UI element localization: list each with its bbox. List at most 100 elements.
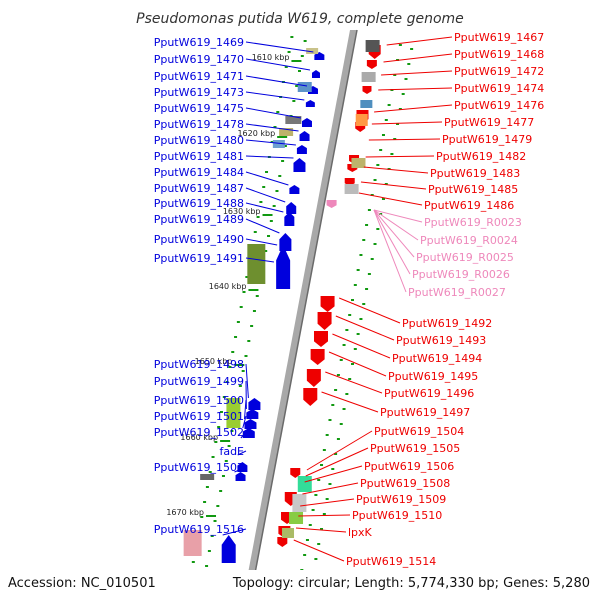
right-gene-label[interactable]: PputW619_1486 xyxy=(424,199,514,212)
track-dot xyxy=(396,123,400,125)
right-gene-label[interactable]: PputW619_1482 xyxy=(436,150,526,163)
track-dot xyxy=(217,426,221,428)
track-dot xyxy=(398,44,402,46)
left-gene-arrow xyxy=(311,70,320,78)
right-gene-label[interactable]: PputW619_1474 xyxy=(454,82,544,95)
track-dot xyxy=(283,145,287,147)
left-gene-label[interactable]: PputW619_1502 xyxy=(154,426,244,439)
left-label-connector xyxy=(245,58,311,71)
right-gene-label[interactable]: PputW619_1472 xyxy=(454,65,544,78)
track-dot xyxy=(387,104,391,106)
right-gene-label[interactable]: PputW619_1506 xyxy=(364,460,454,473)
track-dot xyxy=(314,558,318,560)
track-dot xyxy=(305,539,309,541)
right-gene-label[interactable]: PputW619_1476 xyxy=(454,99,544,112)
right-gene-label[interactable]: PputW619_1514 xyxy=(346,555,436,568)
left-gene-label[interactable]: PputW619_1470 xyxy=(154,53,244,66)
rna-label-connector xyxy=(373,209,419,241)
track-dot xyxy=(275,190,279,192)
right-gene-arrow xyxy=(303,388,318,406)
right-gene-label[interactable]: PputW619_1467 xyxy=(454,31,544,44)
left-gene-arrow xyxy=(246,409,259,419)
left-gene-label[interactable]: PputW619_1487 xyxy=(154,182,244,195)
right-gene-label[interactable]: PputW619_1485 xyxy=(428,183,518,196)
left-label-connector xyxy=(234,466,247,473)
left-gene-label[interactable]: PputW619_1499 xyxy=(154,375,244,388)
track-dot xyxy=(325,498,329,500)
right-gene-label[interactable]: PputW619_1493 xyxy=(396,334,486,347)
track-dot xyxy=(284,66,288,68)
right-gene-label[interactable]: PputW619_1505 xyxy=(370,442,460,455)
track-dot xyxy=(384,119,388,121)
left-gene-label[interactable]: PputW619_1507 xyxy=(154,461,244,474)
right-gene-label[interactable]: PputW619_1468 xyxy=(454,48,544,61)
right-gene-arrow xyxy=(310,349,325,365)
right-gene-label[interactable]: PputW619_1483 xyxy=(430,167,520,180)
left-gene-label[interactable]: PputW619_1481 xyxy=(154,150,244,163)
track-dot xyxy=(241,370,245,372)
left-gene-label[interactable]: PputW619_1480 xyxy=(154,134,244,147)
track-dot xyxy=(231,351,235,353)
right-homolog-block xyxy=(351,158,366,168)
left-gene-label[interactable]: PputW619_1498 xyxy=(154,358,244,371)
right-gene-label[interactable]: PputW619_1492 xyxy=(402,317,492,330)
left-gene-label[interactable]: PputW619_1488 xyxy=(154,197,244,210)
left-gene-label[interactable]: PputW619_1489 xyxy=(154,213,244,226)
left-gene-label[interactable]: fadE xyxy=(219,445,244,458)
left-gene-label[interactable]: PputW619_1491 xyxy=(154,252,244,265)
right-gene-label[interactable]: lpxK xyxy=(348,526,373,539)
left-gene-label[interactable]: PputW619_1475 xyxy=(154,102,244,115)
track-dot xyxy=(297,70,301,72)
right-label-connector xyxy=(328,351,387,377)
track-dot xyxy=(208,471,212,473)
track-dot xyxy=(356,269,360,271)
track-dot xyxy=(373,243,377,245)
rna-gene-arrow xyxy=(326,200,337,208)
track-dot xyxy=(367,273,371,275)
track-dot xyxy=(227,445,231,447)
left-gene-label[interactable]: PputW619_1516 xyxy=(154,523,244,536)
rna-gene-label[interactable]: PputW619_R0024 xyxy=(420,234,518,247)
right-gene-label[interactable]: PputW619_1497 xyxy=(380,406,470,419)
track-dot xyxy=(214,441,218,443)
left-gene-arrow xyxy=(244,419,257,429)
right-gene-label[interactable]: PputW619_1504 xyxy=(374,425,464,438)
left-label-connector xyxy=(245,107,302,119)
scale-label: 1610 kbp xyxy=(252,53,290,62)
rna-gene-label[interactable]: PputW619_R0027 xyxy=(408,286,506,299)
track-dot xyxy=(331,468,335,470)
right-label-connector xyxy=(295,527,347,533)
track-dot xyxy=(267,235,271,237)
left-gene-label[interactable]: PputW619_1500 xyxy=(154,394,244,407)
rna-gene-label[interactable]: PputW619_R0023 xyxy=(424,216,522,229)
rna-label-connector xyxy=(373,209,407,293)
scale-label: 1650 kbp xyxy=(195,357,233,366)
track-dot xyxy=(256,216,260,218)
left-gene-label[interactable]: PputW619_1501 xyxy=(154,410,244,423)
left-gene-label[interactable]: PputW619_1478 xyxy=(154,118,244,131)
right-gene-label[interactable]: PputW619_1477 xyxy=(444,116,534,129)
track-dot xyxy=(236,321,240,323)
rna-gene-label[interactable]: PputW619_R0025 xyxy=(416,251,514,264)
right-gene-label[interactable]: PputW619_1509 xyxy=(356,493,446,506)
right-gene-label[interactable]: PputW619_1510 xyxy=(352,509,442,522)
right-label-connector xyxy=(371,121,443,125)
left-gene-label[interactable]: PputW619_1490 xyxy=(154,233,244,246)
track-dot xyxy=(331,404,335,406)
left-gene-label[interactable]: PputW619_1473 xyxy=(154,86,244,99)
right-gene-arrow xyxy=(317,312,332,330)
right-gene-label[interactable]: PputW619_1496 xyxy=(384,387,474,400)
right-gene-label[interactable]: PputW619_1495 xyxy=(388,370,478,383)
right-homolog-block xyxy=(282,528,295,538)
track-dot xyxy=(303,554,307,556)
rna-gene-label[interactable]: PputW619_R0026 xyxy=(412,268,510,281)
track-dot xyxy=(250,325,254,327)
left-gene-label[interactable]: PputW619_1471 xyxy=(154,70,244,83)
left-gene-label[interactable]: PputW619_1469 xyxy=(154,36,244,49)
right-gene-label[interactable]: PputW619_1494 xyxy=(392,352,482,365)
left-gene-label[interactable]: PputW619_1484 xyxy=(154,166,244,179)
right-gene-label[interactable]: PputW619_1479 xyxy=(442,133,532,146)
right-gene-label[interactable]: PputW619_1508 xyxy=(360,477,450,490)
gene-labels: PputW619_1469 PputW619_1470 PputW619_1471 P… xyxy=(154,31,545,568)
